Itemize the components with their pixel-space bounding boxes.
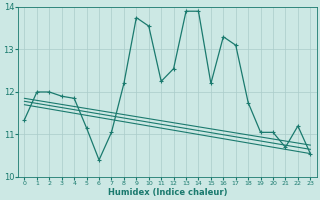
X-axis label: Humidex (Indice chaleur): Humidex (Indice chaleur) — [108, 188, 227, 197]
